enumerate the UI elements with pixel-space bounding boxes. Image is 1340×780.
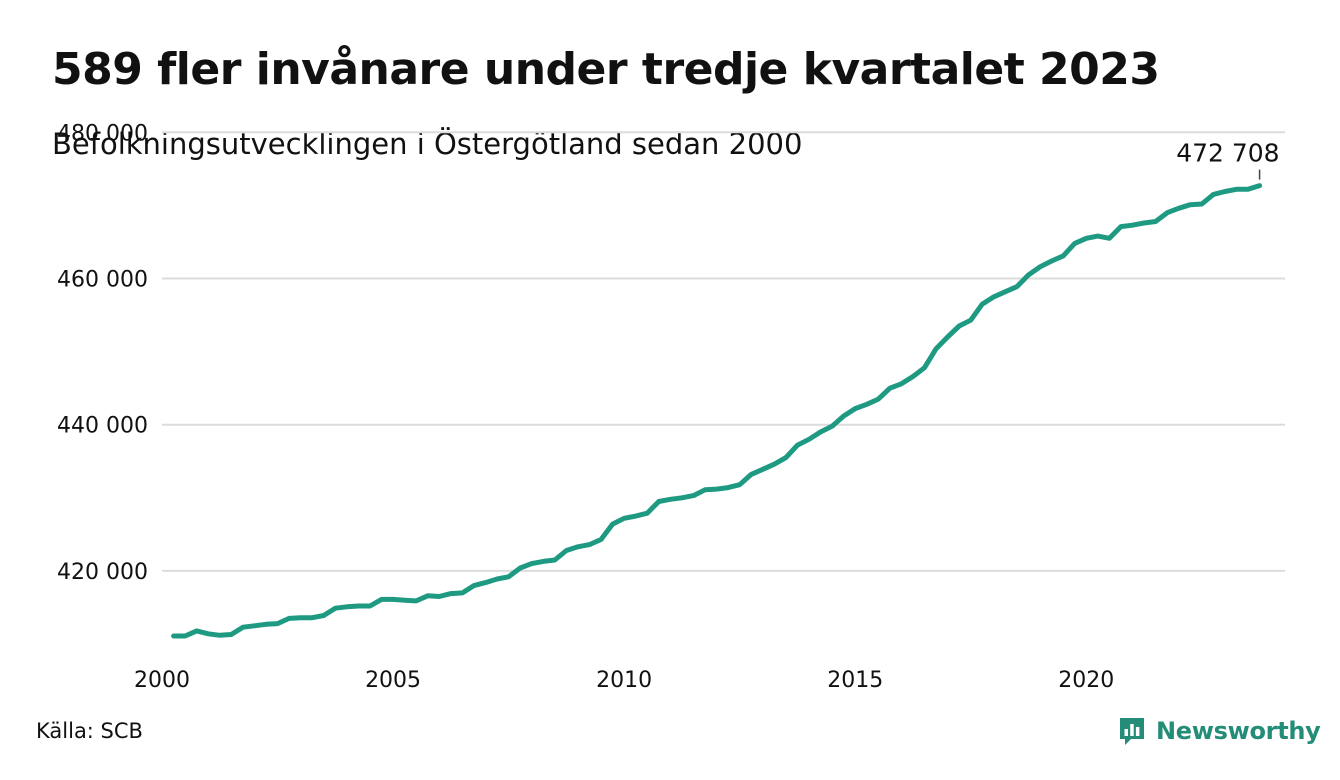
source-note: Källa: SCB — [36, 719, 143, 743]
x-tick-label: 2015 — [827, 668, 883, 693]
y-tick-label: 420 000 — [57, 560, 148, 585]
bar-chart-speech-bubble-icon — [1120, 718, 1144, 745]
y-tick-label: 440 000 — [57, 414, 148, 439]
y-tick-label: 460 000 — [57, 268, 148, 293]
population-series-line — [171, 183, 1263, 639]
x-tick-label: 2005 — [365, 668, 421, 693]
chart-title: 589 fler invånare under tredje kvartalet… — [52, 44, 1160, 95]
y-tick-label: 480 000 — [57, 121, 148, 146]
x-tick-label: 2010 — [596, 668, 652, 693]
x-tick-label: 2000 — [134, 668, 190, 693]
last-value-label: 472 708 — [1176, 139, 1279, 168]
brand-name: Newsworthy — [1156, 717, 1321, 745]
newsworthy-logo: Newsworthy — [1118, 712, 1321, 750]
x-tick-label: 2020 — [1058, 668, 1114, 693]
